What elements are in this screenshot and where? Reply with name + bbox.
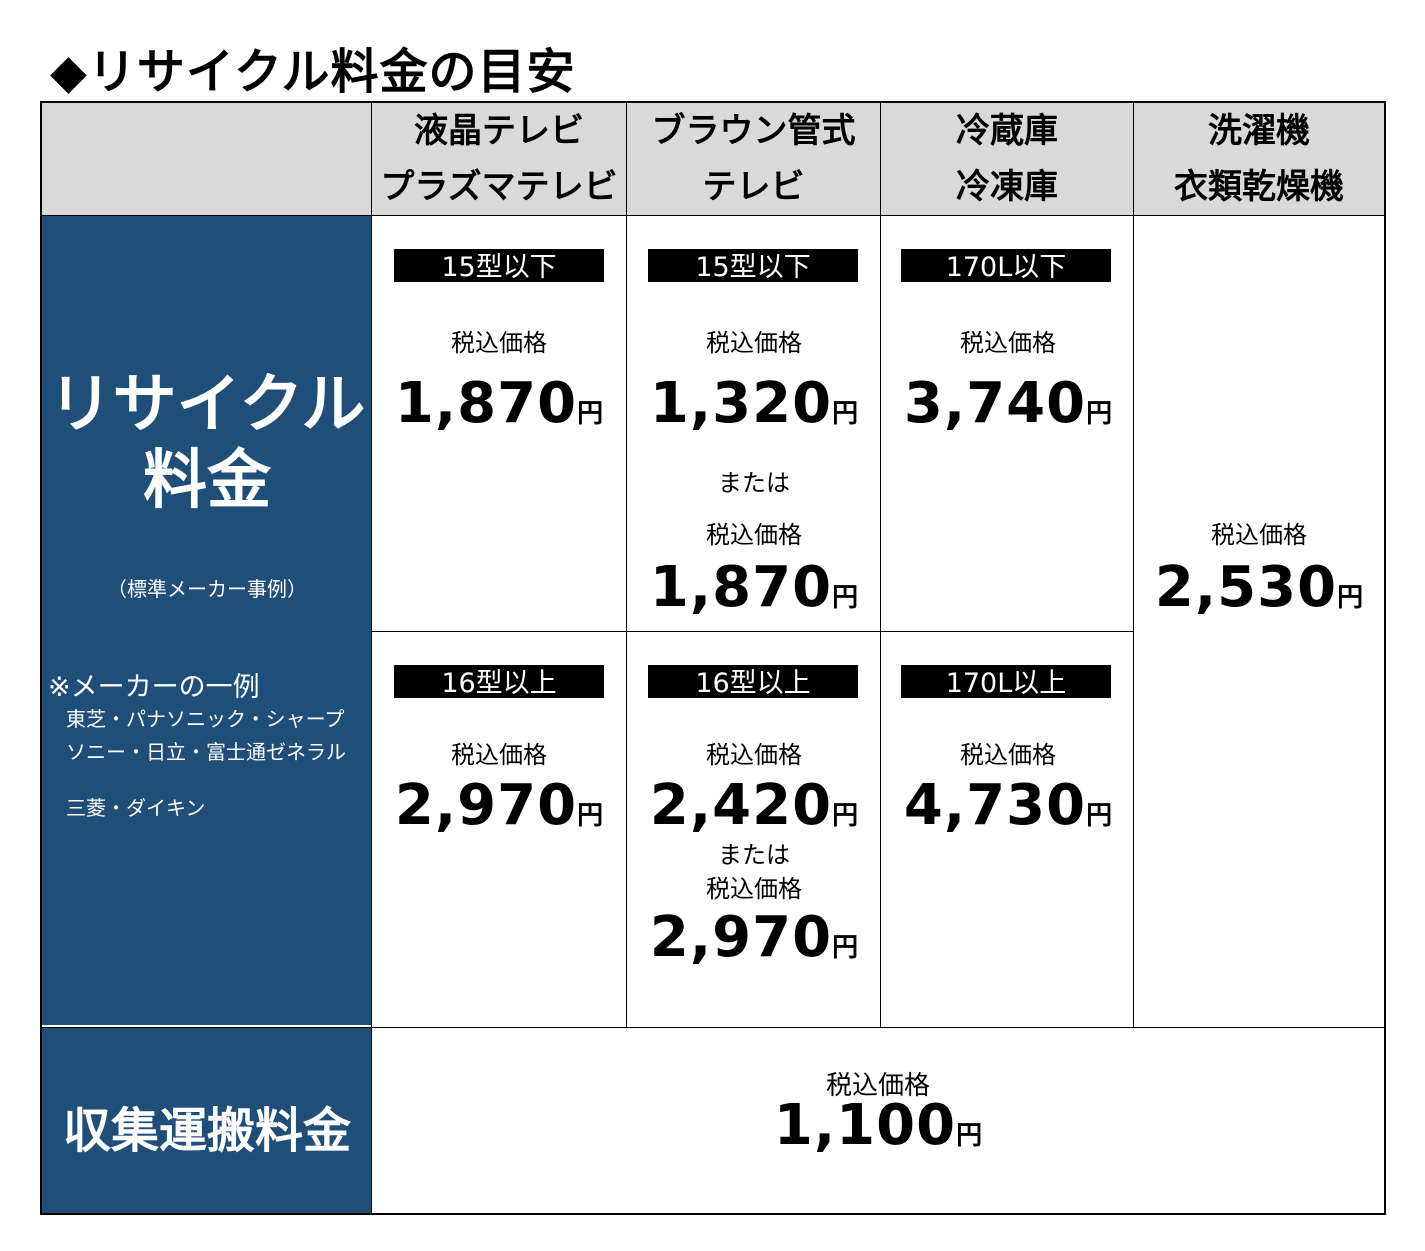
tax-label: 税込価格 (706, 329, 802, 357)
header-washer-line1: 洗濯機 (1208, 111, 1310, 151)
price: 1,870円 (649, 555, 859, 620)
price: 3,740円 (903, 371, 1113, 436)
size-badge: 15型以下 (648, 249, 858, 283)
recycle-fee-subtitle: （標準メーカー事例） (107, 577, 307, 601)
header-lcd-line1: 液晶テレビ (414, 111, 584, 151)
tax-label: 税込価格 (825, 1071, 930, 1101)
header-crt-tv: ブラウン管式 テレビ (627, 103, 880, 215)
header-fridge-line1: 冷蔵庫 (956, 111, 1058, 151)
size-badge: 15型以下 (394, 249, 604, 283)
collection-price: 1,100円 (773, 1093, 983, 1158)
size-badge: 170L以上 (901, 665, 1111, 699)
price: 2,970円 (394, 773, 604, 838)
price: 4,730円 (903, 773, 1113, 838)
header-lcd-tv: 液晶テレビ プラズマテレビ (372, 103, 626, 215)
maker-list-line3: 三菱・ダイキン (66, 796, 206, 820)
header-crt-line2: テレビ (702, 167, 805, 207)
tax-label: 税込価格 (1211, 521, 1307, 549)
recycle-fee-table: リサイクル 料金 （標準メーカー事例） ※メーカーの一例 東芝・パナソニック・シ… (40, 101, 1386, 1215)
tax-label: 税込価格 (706, 741, 802, 769)
tax-label: 税込価格 (451, 741, 547, 769)
collection-fee-title: 収集運搬料金 (62, 1103, 351, 1159)
price: 2,420円 (649, 773, 859, 838)
header-fridge-line2: 冷凍庫 (956, 167, 1058, 207)
collection-fee-label-cell: 収集運搬料金 (42, 1027, 371, 1213)
recycle-fee-label-cell: リサイクル 料金 （標準メーカー事例） ※メーカーの一例 東芝・パナソニック・シ… (42, 215, 371, 1025)
header-lcd-line2: プラズマテレビ (380, 167, 618, 207)
size-badge: 16型以上 (394, 665, 604, 699)
header-crt-line1: ブラウン管式 (651, 111, 856, 151)
or-label: または (718, 469, 790, 497)
tax-label: 税込価格 (960, 329, 1056, 357)
maker-list-line1: 東芝・パナソニック・シャープ (66, 707, 345, 731)
price: 1,870円 (394, 371, 604, 436)
size-badge: 170L以下 (901, 249, 1111, 283)
price: 2,970円 (649, 905, 859, 970)
size-badge: 16型以上 (648, 665, 858, 699)
price: 1,320円 (649, 371, 859, 436)
tax-label: 税込価格 (706, 875, 802, 903)
table-header-row (42, 103, 1384, 215)
tax-label: 税込価格 (451, 329, 547, 357)
header-washer: 洗濯機 衣類乾燥機 (1134, 103, 1384, 215)
maker-example-heading: ※メーカーの一例 (48, 672, 260, 703)
price: 2,530円 (1154, 555, 1364, 620)
maker-list-line2: ソニー・日立・富士通ゼネラル (66, 740, 346, 764)
page-title: ◆リサイクル料金の目安 (50, 44, 576, 100)
tax-label: 税込価格 (960, 741, 1056, 769)
recycle-fee-title-line2: 料金 (143, 444, 271, 518)
header-fridge: 冷蔵庫 冷凍庫 (881, 103, 1133, 215)
header-washer-line2: 衣類乾燥機 (1174, 167, 1344, 207)
tax-label: 税込価格 (706, 521, 802, 549)
recycle-fee-title-line1: リサイクル (48, 368, 366, 442)
or-label: または (718, 841, 790, 869)
